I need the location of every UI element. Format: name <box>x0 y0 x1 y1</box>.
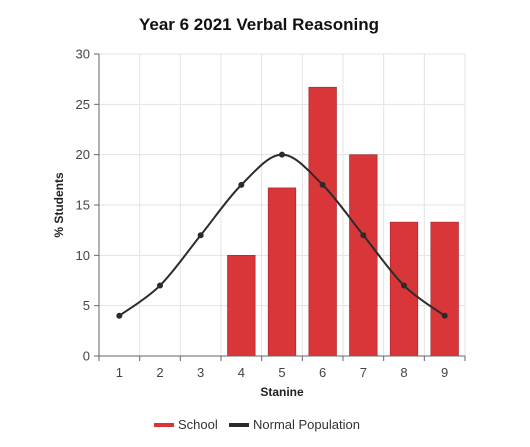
legend-label-normal-population: Normal Population <box>253 417 360 432</box>
normal-population-point <box>360 232 367 239</box>
y-tick-label: 5 <box>83 298 90 313</box>
legend: School Normal Population <box>154 417 360 432</box>
normal-population-point <box>441 312 448 319</box>
x-tick-label: 3 <box>197 365 204 380</box>
bar-school <box>349 154 378 357</box>
y-tick-label: 10 <box>76 248 90 263</box>
y-axis-title: % Students <box>52 172 66 238</box>
legend-swatch-normal-population <box>229 423 249 427</box>
normal-population-point <box>197 232 204 239</box>
legend-label-school: School <box>178 417 218 432</box>
grid <box>99 53 466 356</box>
bar-school <box>267 187 297 357</box>
normal-population-point <box>157 282 163 289</box>
y-tick-label: 0 <box>83 349 90 364</box>
x-tick-label: 5 <box>278 365 285 380</box>
bar-school <box>430 221 459 357</box>
chart-title: Year 6 2021 Verbal Reasoning <box>139 15 379 34</box>
y-tick-label: 20 <box>76 147 90 162</box>
normal-population-point <box>116 312 123 319</box>
x-tick-label: 2 <box>156 365 163 380</box>
x-axis-title: Stanine <box>260 385 304 399</box>
legend-swatch-school <box>154 423 174 427</box>
x-tick-label: 4 <box>238 365 245 380</box>
normal-population-point <box>238 181 245 188</box>
y-tick-label: 15 <box>76 198 90 213</box>
normal-population-point <box>319 181 326 188</box>
x-tick-label: 1 <box>116 365 123 380</box>
y-tick-label: 30 <box>76 47 90 62</box>
x-tick-label: 6 <box>319 365 326 380</box>
bars <box>227 86 459 357</box>
x-tick-label: 7 <box>360 365 367 380</box>
x-tick-label: 9 <box>441 365 448 380</box>
bar-school <box>308 86 337 357</box>
normal-population-line-group <box>116 151 448 319</box>
axes <box>94 53 466 361</box>
bar-school <box>389 221 419 357</box>
x-tick-label: 8 <box>400 365 407 380</box>
y-tick-label: 25 <box>76 97 90 112</box>
normal-population-point <box>401 282 407 289</box>
normal-population-point <box>279 151 285 158</box>
tick-labels: 0 5 10 15 20 25 30 1 2 3 4 5 6 7 8 9 <box>76 47 449 381</box>
bar-school <box>227 255 256 357</box>
